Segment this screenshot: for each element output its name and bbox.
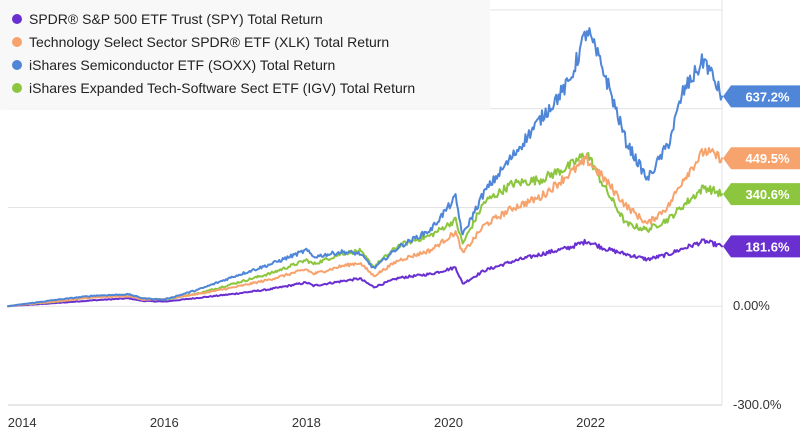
end-label-value: 181.6%: [745, 239, 790, 254]
series-group: [7, 27, 723, 308]
x-tick-label: 2014: [8, 415, 37, 430]
legend-marker: [12, 37, 22, 47]
legend-marker: [12, 83, 22, 93]
x-tick-label: 2022: [576, 415, 605, 430]
x-tick-label: 2018: [292, 415, 321, 430]
end-label-badge: [723, 235, 800, 258]
series-line-3: [7, 152, 723, 308]
end-label-badge: [723, 85, 800, 108]
end-label-value: 449.5%: [745, 151, 790, 166]
series-line-0: [7, 238, 723, 308]
legend-label: Technology Select Sector SPDR® ETF (XLK)…: [29, 34, 389, 50]
x-tick-label: 2016: [150, 415, 179, 430]
legend-label: iShares Expanded Tech-Software Sect ETF …: [29, 80, 415, 96]
legend-label: iShares Semiconductor ETF (SOXX) Total R…: [29, 57, 335, 73]
y-tick-label: -300.0%: [733, 397, 782, 412]
series-line-1: [7, 146, 723, 308]
end-label-badge: [723, 147, 800, 170]
end-label-value: 637.2%: [745, 89, 790, 104]
legend-background: [0, 0, 490, 110]
end-labels: 637.2% 449.5% 340.6% 181.6%: [723, 85, 800, 258]
y-tick-label: 0.00%: [733, 298, 770, 313]
end-label-value: 340.6%: [745, 187, 790, 202]
x-tick-label: 2020: [434, 415, 463, 430]
axes: 2014 2016 2018 2020 2022 0.00% -300.0%: [8, 298, 782, 430]
legend-marker: [12, 60, 22, 70]
legend: SPDR® S&P 500 ETF Trust (SPY) Total Retu…: [0, 0, 490, 110]
series-line-2: [7, 27, 723, 308]
legend-label: SPDR® S&P 500 ETF Trust (SPY) Total Retu…: [29, 11, 323, 27]
legend-marker: [12, 14, 22, 24]
end-label-badge: [723, 183, 800, 206]
